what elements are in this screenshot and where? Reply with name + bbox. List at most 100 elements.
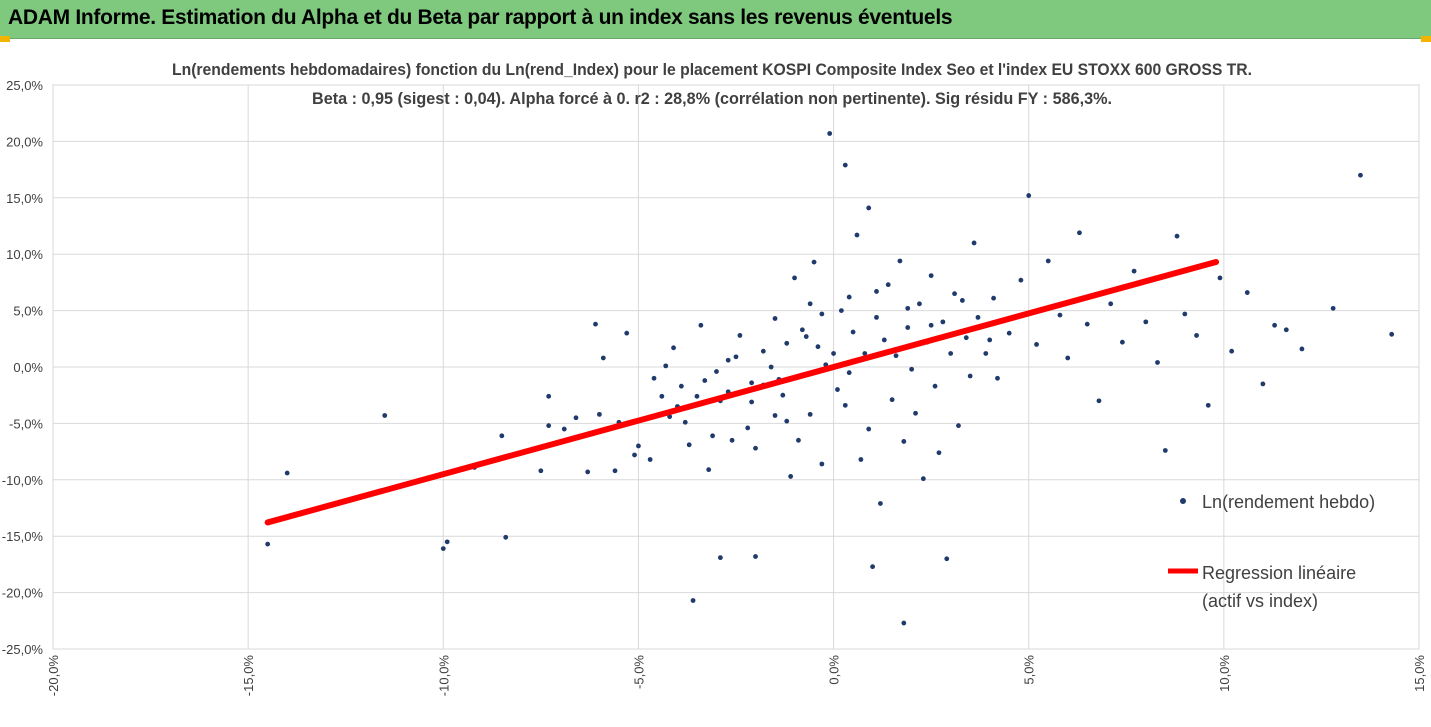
data-point: [694, 393, 700, 399]
data-point: [1131, 268, 1137, 274]
data-point: [651, 375, 657, 381]
data-point: [881, 337, 887, 343]
data-point: [803, 334, 809, 339]
legend-label-regression: Regression linéaire: [1202, 563, 1356, 583]
data-point: [678, 383, 684, 389]
data-point: [901, 439, 907, 444]
data-point: [1045, 258, 1051, 264]
data-point: [928, 322, 934, 328]
data-point: [1299, 346, 1305, 352]
data-point: [1283, 327, 1289, 333]
x-tick-label: 5,0%: [1022, 655, 1037, 685]
y-tick-label: -15,0%: [2, 529, 44, 544]
data-point: [948, 351, 954, 356]
data-point: [807, 411, 813, 417]
data-point: [858, 457, 864, 462]
data-point: [780, 392, 786, 398]
data-point: [807, 301, 813, 307]
y-tick-label: 5,0%: [13, 304, 43, 319]
data-point: [838, 308, 844, 313]
data-point: [936, 450, 942, 456]
data-point: [956, 423, 961, 429]
y-tick-label: 0,0%: [13, 360, 43, 375]
data-point: [885, 282, 891, 288]
x-tick-label: -20,0%: [46, 655, 61, 697]
data-point: [772, 316, 778, 321]
data-point: [920, 476, 926, 482]
data-point: [831, 351, 836, 356]
data-point: [1272, 322, 1277, 328]
report-banner: ADAM Informe. Estimation du Alpha et du …: [0, 0, 1431, 39]
data-point: [725, 357, 731, 363]
y-tick-label: 15,0%: [6, 191, 43, 206]
data-point: [647, 457, 653, 462]
y-tick-label: 20,0%: [6, 134, 43, 149]
data-point: [749, 380, 755, 386]
data-point: [538, 468, 544, 474]
corner-marker-right: [1421, 36, 1431, 42]
data-point: [768, 364, 774, 370]
data-point: [1096, 398, 1102, 404]
data-point: [893, 353, 899, 359]
data-point: [1143, 319, 1149, 325]
data-point: [749, 399, 755, 405]
y-tick-label: 10,0%: [6, 247, 43, 262]
data-point: [1358, 172, 1363, 178]
data-point: [1389, 331, 1395, 337]
data-point: [878, 501, 883, 506]
data-point: [1205, 402, 1211, 408]
y-tick-label: 25,0%: [6, 78, 43, 93]
data-point: [870, 564, 875, 570]
data-point: [284, 470, 290, 476]
data-point: [913, 410, 918, 416]
data-point: [842, 402, 848, 408]
data-point: [784, 418, 790, 424]
data-point: [753, 554, 758, 559]
x-tick-label: -10,0%: [436, 655, 451, 697]
data-point: [928, 273, 934, 279]
data-point: [1162, 448, 1168, 453]
data-point: [897, 258, 903, 264]
corner-marker-left: [0, 36, 10, 42]
data-point: [959, 298, 965, 303]
data-point: [987, 337, 993, 343]
x-tick-label: 10,0%: [1217, 655, 1232, 692]
data-point: [995, 375, 1000, 381]
data-point: [866, 426, 872, 432]
data-point: [866, 205, 872, 211]
data-point: [854, 232, 860, 238]
data-point: [659, 393, 665, 399]
data-point: [499, 433, 505, 439]
data-point: [819, 461, 825, 467]
data-point: [600, 355, 606, 361]
data-point: [889, 397, 895, 403]
data-point: [1217, 275, 1223, 281]
data-point: [710, 433, 715, 439]
data-point: [819, 311, 825, 317]
data-point: [714, 369, 719, 374]
data-point: [905, 305, 911, 311]
data-point: [382, 413, 388, 418]
data-point: [1260, 381, 1266, 387]
data-point: [862, 351, 868, 356]
data-point: [932, 383, 938, 389]
data-point: [1155, 360, 1160, 365]
report-title: ADAM Informe. Estimation du Alpha et du …: [8, 6, 953, 29]
data-point: [1229, 348, 1235, 354]
data-point: [952, 291, 957, 297]
data-point: [686, 442, 692, 448]
data-point: [1194, 333, 1199, 338]
data-point: [850, 329, 856, 335]
scatter-chart: 25,0% 20,0% 15,0% 10,0% 5,0% 0,0% -5,0% -10,0% -…: [0, 42, 1431, 722]
data-point: [811, 259, 817, 265]
data-point: [671, 345, 676, 351]
data-point: [546, 423, 552, 429]
legend-label-points: Ln(rendement hebdo): [1202, 492, 1375, 512]
data-point: [940, 319, 946, 325]
data-point: [1077, 230, 1082, 236]
chart-svg: 25,0% 20,0% 15,0% 10,0% 5,0% 0,0% -5,0% -10,0% -…: [2, 60, 1427, 697]
data-point: [1057, 312, 1063, 318]
data-point: [663, 363, 669, 369]
data-point: [815, 344, 821, 350]
data-point: [842, 162, 848, 168]
